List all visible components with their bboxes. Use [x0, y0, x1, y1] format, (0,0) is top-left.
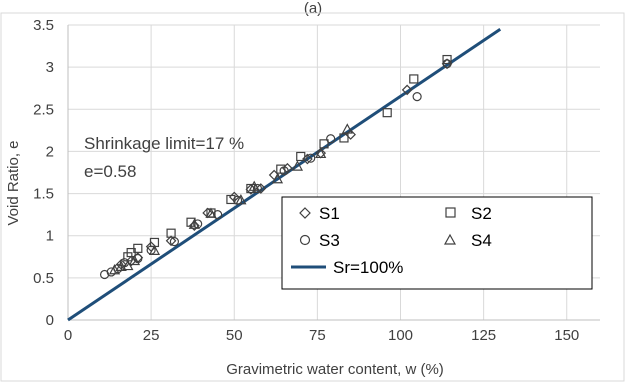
annotation-shrinkage-limit: Shrinkage limit=17 % [84, 134, 244, 153]
point-s3 [326, 134, 336, 144]
y-tick-label: 2.5 [33, 101, 54, 118]
point-s4 [205, 207, 217, 218]
legend-item-s3: S3 [299, 231, 340, 250]
x-tick-label: 0 [64, 327, 72, 344]
legend-item-s2: S2 [445, 204, 492, 223]
point-s2 [339, 133, 349, 143]
legend-label-sr100: Sr=100% [333, 258, 403, 277]
x-tick-label: 125 [471, 327, 496, 344]
figure-label: (a) [304, 0, 322, 17]
point-s4 [291, 160, 304, 171]
point-s1 [115, 259, 127, 270]
legend-box [281, 196, 593, 290]
legend-label-s4: S4 [471, 231, 492, 250]
point-s1 [165, 235, 177, 247]
point-s2 [133, 243, 143, 253]
legend-marker-s3 [299, 234, 311, 246]
legend-item-s1: S1 [299, 204, 340, 223]
point-s2 [442, 54, 452, 65]
legend-item-s4: S4 [443, 231, 492, 250]
y-tick-label: 3.5 [33, 17, 54, 34]
legend-marker-s2 [445, 207, 456, 218]
legend-label-s3: S3 [319, 231, 340, 250]
y-tick-label: 0.5 [33, 270, 54, 287]
point-s2 [319, 139, 329, 149]
point-s1 [255, 183, 267, 194]
point-s2 [409, 74, 419, 84]
point-s4 [115, 260, 127, 271]
x-tick-label: 150 [554, 327, 579, 344]
legend-marker-s4 [443, 233, 457, 245]
y-tick-label: 1 [46, 228, 54, 245]
x-tick-label: 100 [388, 327, 413, 344]
point-s2 [166, 228, 176, 238]
x-tick-label: 25 [143, 327, 160, 344]
y-tick-label: 2 [46, 143, 54, 160]
legend-label-s2: S2 [471, 204, 492, 223]
point-s4 [128, 254, 141, 266]
data-points [99, 54, 453, 280]
legend-label-s1: S1 [319, 204, 340, 223]
axes [67, 25, 600, 321]
point-s1 [401, 84, 413, 96]
x-axis-title: Gravimetric water content, w (%) [226, 361, 444, 378]
point-s4 [148, 244, 161, 255]
point-s4 [188, 218, 200, 229]
legend: S1 S2 S3 S4 Sr=100% [281, 196, 593, 290]
y-tick-label: 3 [46, 59, 54, 76]
point-s4 [235, 194, 247, 205]
point-s3 [412, 92, 422, 102]
point-s4 [271, 172, 284, 184]
x-tick-label: 75 [309, 327, 326, 344]
y-tick-label: 1.5 [33, 186, 54, 203]
point-s3 [169, 237, 179, 247]
point-s2 [246, 183, 256, 194]
point-s3 [306, 153, 316, 163]
legend-marker-s1 [299, 207, 311, 219]
point-s3 [252, 183, 263, 194]
tick-labels: 0 25 50 75 100 125 150 0 0.5 1 1.5 2 2.5 3 3.5 [33, 17, 579, 344]
point-s3 [279, 166, 289, 176]
point-s2 [226, 194, 236, 205]
point-s2 [382, 108, 392, 118]
point-s4 [315, 147, 327, 159]
point-s4 [248, 180, 260, 191]
y-tick-label: 0 [46, 312, 54, 329]
point-s2 [296, 151, 306, 162]
point-s4 [341, 123, 353, 134]
annotation-void-ratio: e=0.58 [84, 162, 136, 181]
chart-border [0, 12, 625, 382]
legend-item-sr100: Sr=100% [291, 258, 403, 277]
y-axis-title: Void Ratio, e [5, 140, 22, 225]
point-s4 [122, 259, 134, 271]
point-s3 [442, 59, 452, 69]
x-tick-label: 50 [226, 327, 243, 344]
